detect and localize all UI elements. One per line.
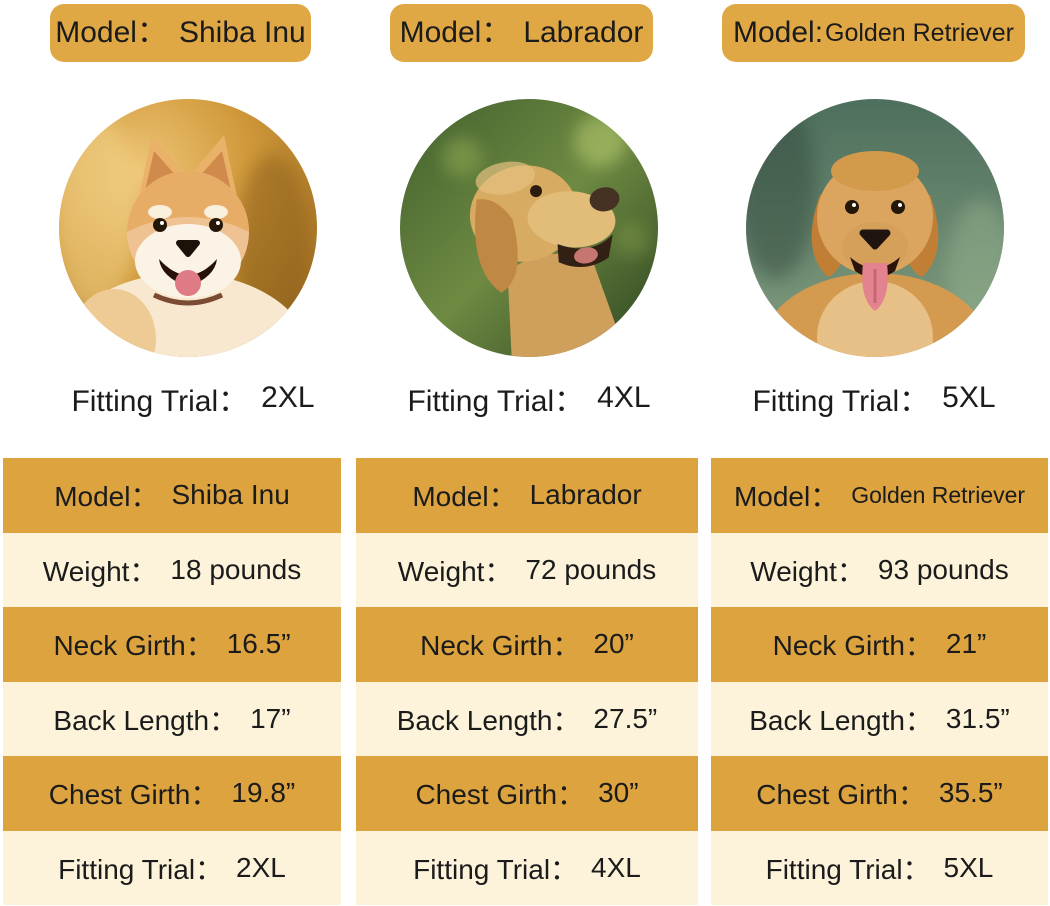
row-value: 35.5” bbox=[938, 777, 1003, 809]
row-label: Back Length： bbox=[749, 704, 933, 736]
table-row: Weight： 93 pounds bbox=[711, 532, 1048, 607]
row-label: Chest Girth： bbox=[48, 779, 219, 811]
table-row: Neck Girth： 16.5” bbox=[3, 607, 341, 682]
row-label: Chest Girth： bbox=[756, 779, 926, 811]
row-value: 30” bbox=[598, 777, 639, 809]
row-value: 31.5” bbox=[945, 702, 1010, 734]
row-label: Chest Girth： bbox=[415, 779, 586, 811]
row-value: 27.5” bbox=[593, 702, 658, 734]
row-label: Back Length： bbox=[396, 704, 581, 736]
row-label: Weight： bbox=[750, 555, 865, 587]
table-row: Chest Girth： 19.8” bbox=[3, 756, 341, 831]
fitting-trial-label: Fitting Trial： bbox=[752, 385, 930, 418]
row-label: Model： bbox=[54, 481, 159, 513]
banner-value: Labrador bbox=[523, 16, 644, 49]
size-table-labrador: Model： Labrador Weight： 72 pounds Neck G… bbox=[356, 458, 698, 905]
row-label: Weight： bbox=[397, 555, 513, 587]
table-row: Back Length： 31.5” bbox=[711, 681, 1048, 756]
row-value: 5XL bbox=[943, 851, 994, 883]
fitting-trial-caption-shiba: Fitting Trial： 2XL bbox=[64, 379, 322, 418]
row-value: Labrador bbox=[529, 479, 642, 511]
row-label: Fitting Trial： bbox=[413, 853, 579, 885]
table-row: Fitting Trial： 5XL bbox=[711, 830, 1048, 905]
fitting-trial-caption-golden-retriever: Fitting Trial： 5XL bbox=[745, 379, 1003, 418]
row-value: 2XL bbox=[236, 851, 286, 883]
row-value: 4XL bbox=[591, 851, 641, 883]
fitting-trial-label: Fitting Trial： bbox=[71, 385, 249, 418]
row-value: 93 pounds bbox=[877, 553, 1009, 585]
fitting-trial-caption-labrador: Fitting Trial： 4XL bbox=[400, 379, 658, 418]
row-value: 16.5” bbox=[226, 628, 291, 660]
table-row: Fitting Trial： 4XL bbox=[356, 830, 698, 905]
banner-label: Model： bbox=[399, 16, 512, 49]
row-value: 21” bbox=[945, 628, 987, 660]
row-value: 18 pounds bbox=[170, 553, 302, 585]
row-value: 72 pounds bbox=[525, 553, 657, 585]
row-value: 19.8” bbox=[231, 777, 296, 809]
fitting-trial-value: 2XL bbox=[261, 381, 315, 414]
row-label: Weight： bbox=[42, 555, 158, 587]
table-row: Fitting Trial： 2XL bbox=[3, 830, 341, 905]
row-value: 17” bbox=[250, 702, 291, 734]
model-banner-labrador: Model： Labrador bbox=[390, 4, 653, 62]
banner-value: Golden Retriever bbox=[825, 18, 1015, 47]
size-table-shiba: Model： Shiba Inu Weight： 18 pounds Neck … bbox=[3, 458, 341, 905]
table-row: Chest Girth： 35.5” bbox=[711, 756, 1048, 831]
row-value: Golden Retriever bbox=[851, 481, 1026, 508]
fitting-trial-value: 5XL bbox=[942, 381, 996, 414]
table-row: Weight： 72 pounds bbox=[356, 532, 698, 607]
fitting-trial-label: Fitting Trial： bbox=[407, 385, 585, 418]
row-value: Shiba Inu bbox=[171, 479, 290, 511]
row-label: Neck Girth： bbox=[53, 630, 214, 662]
table-row: Neck Girth： 21” bbox=[711, 607, 1048, 682]
banner-label: Model： bbox=[55, 16, 167, 49]
model-banner-shiba: Model： Shiba Inu bbox=[50, 4, 311, 62]
row-label: Fitting Trial： bbox=[765, 853, 931, 885]
fitting-trial-value: 4XL bbox=[597, 381, 651, 414]
shiba-inu-photo bbox=[59, 99, 317, 357]
golden-retriever-photo bbox=[746, 99, 1004, 357]
row-label: Neck Girth： bbox=[420, 630, 581, 662]
row-label: Fitting Trial： bbox=[58, 853, 224, 885]
table-row: Model： Shiba Inu bbox=[3, 458, 341, 533]
banner-label: Model: bbox=[732, 16, 824, 49]
row-label: Back Length： bbox=[53, 704, 238, 736]
table-row: Model： Labrador bbox=[356, 458, 698, 533]
row-value: 20” bbox=[593, 628, 634, 660]
table-row: Back Length： 27.5” bbox=[356, 681, 698, 756]
row-label: Neck Girth： bbox=[772, 630, 933, 662]
banner-value: Shiba Inu bbox=[178, 16, 306, 49]
row-label: Model： bbox=[733, 481, 839, 513]
table-row: Chest Girth： 30” bbox=[356, 756, 698, 831]
table-row: Neck Girth： 20” bbox=[356, 607, 698, 682]
row-label: Model： bbox=[412, 481, 517, 513]
labrador-photo bbox=[400, 99, 658, 357]
table-row: Model： Golden Retriever bbox=[711, 458, 1048, 533]
model-banner-golden-retriever: Model: Golden Retriever bbox=[722, 4, 1025, 62]
size-table-golden-retriever: Model： Golden Retriever Weight： 93 pound… bbox=[711, 458, 1048, 905]
table-row: Back Length： 17” bbox=[3, 681, 341, 756]
table-row: Weight： 18 pounds bbox=[3, 532, 341, 607]
